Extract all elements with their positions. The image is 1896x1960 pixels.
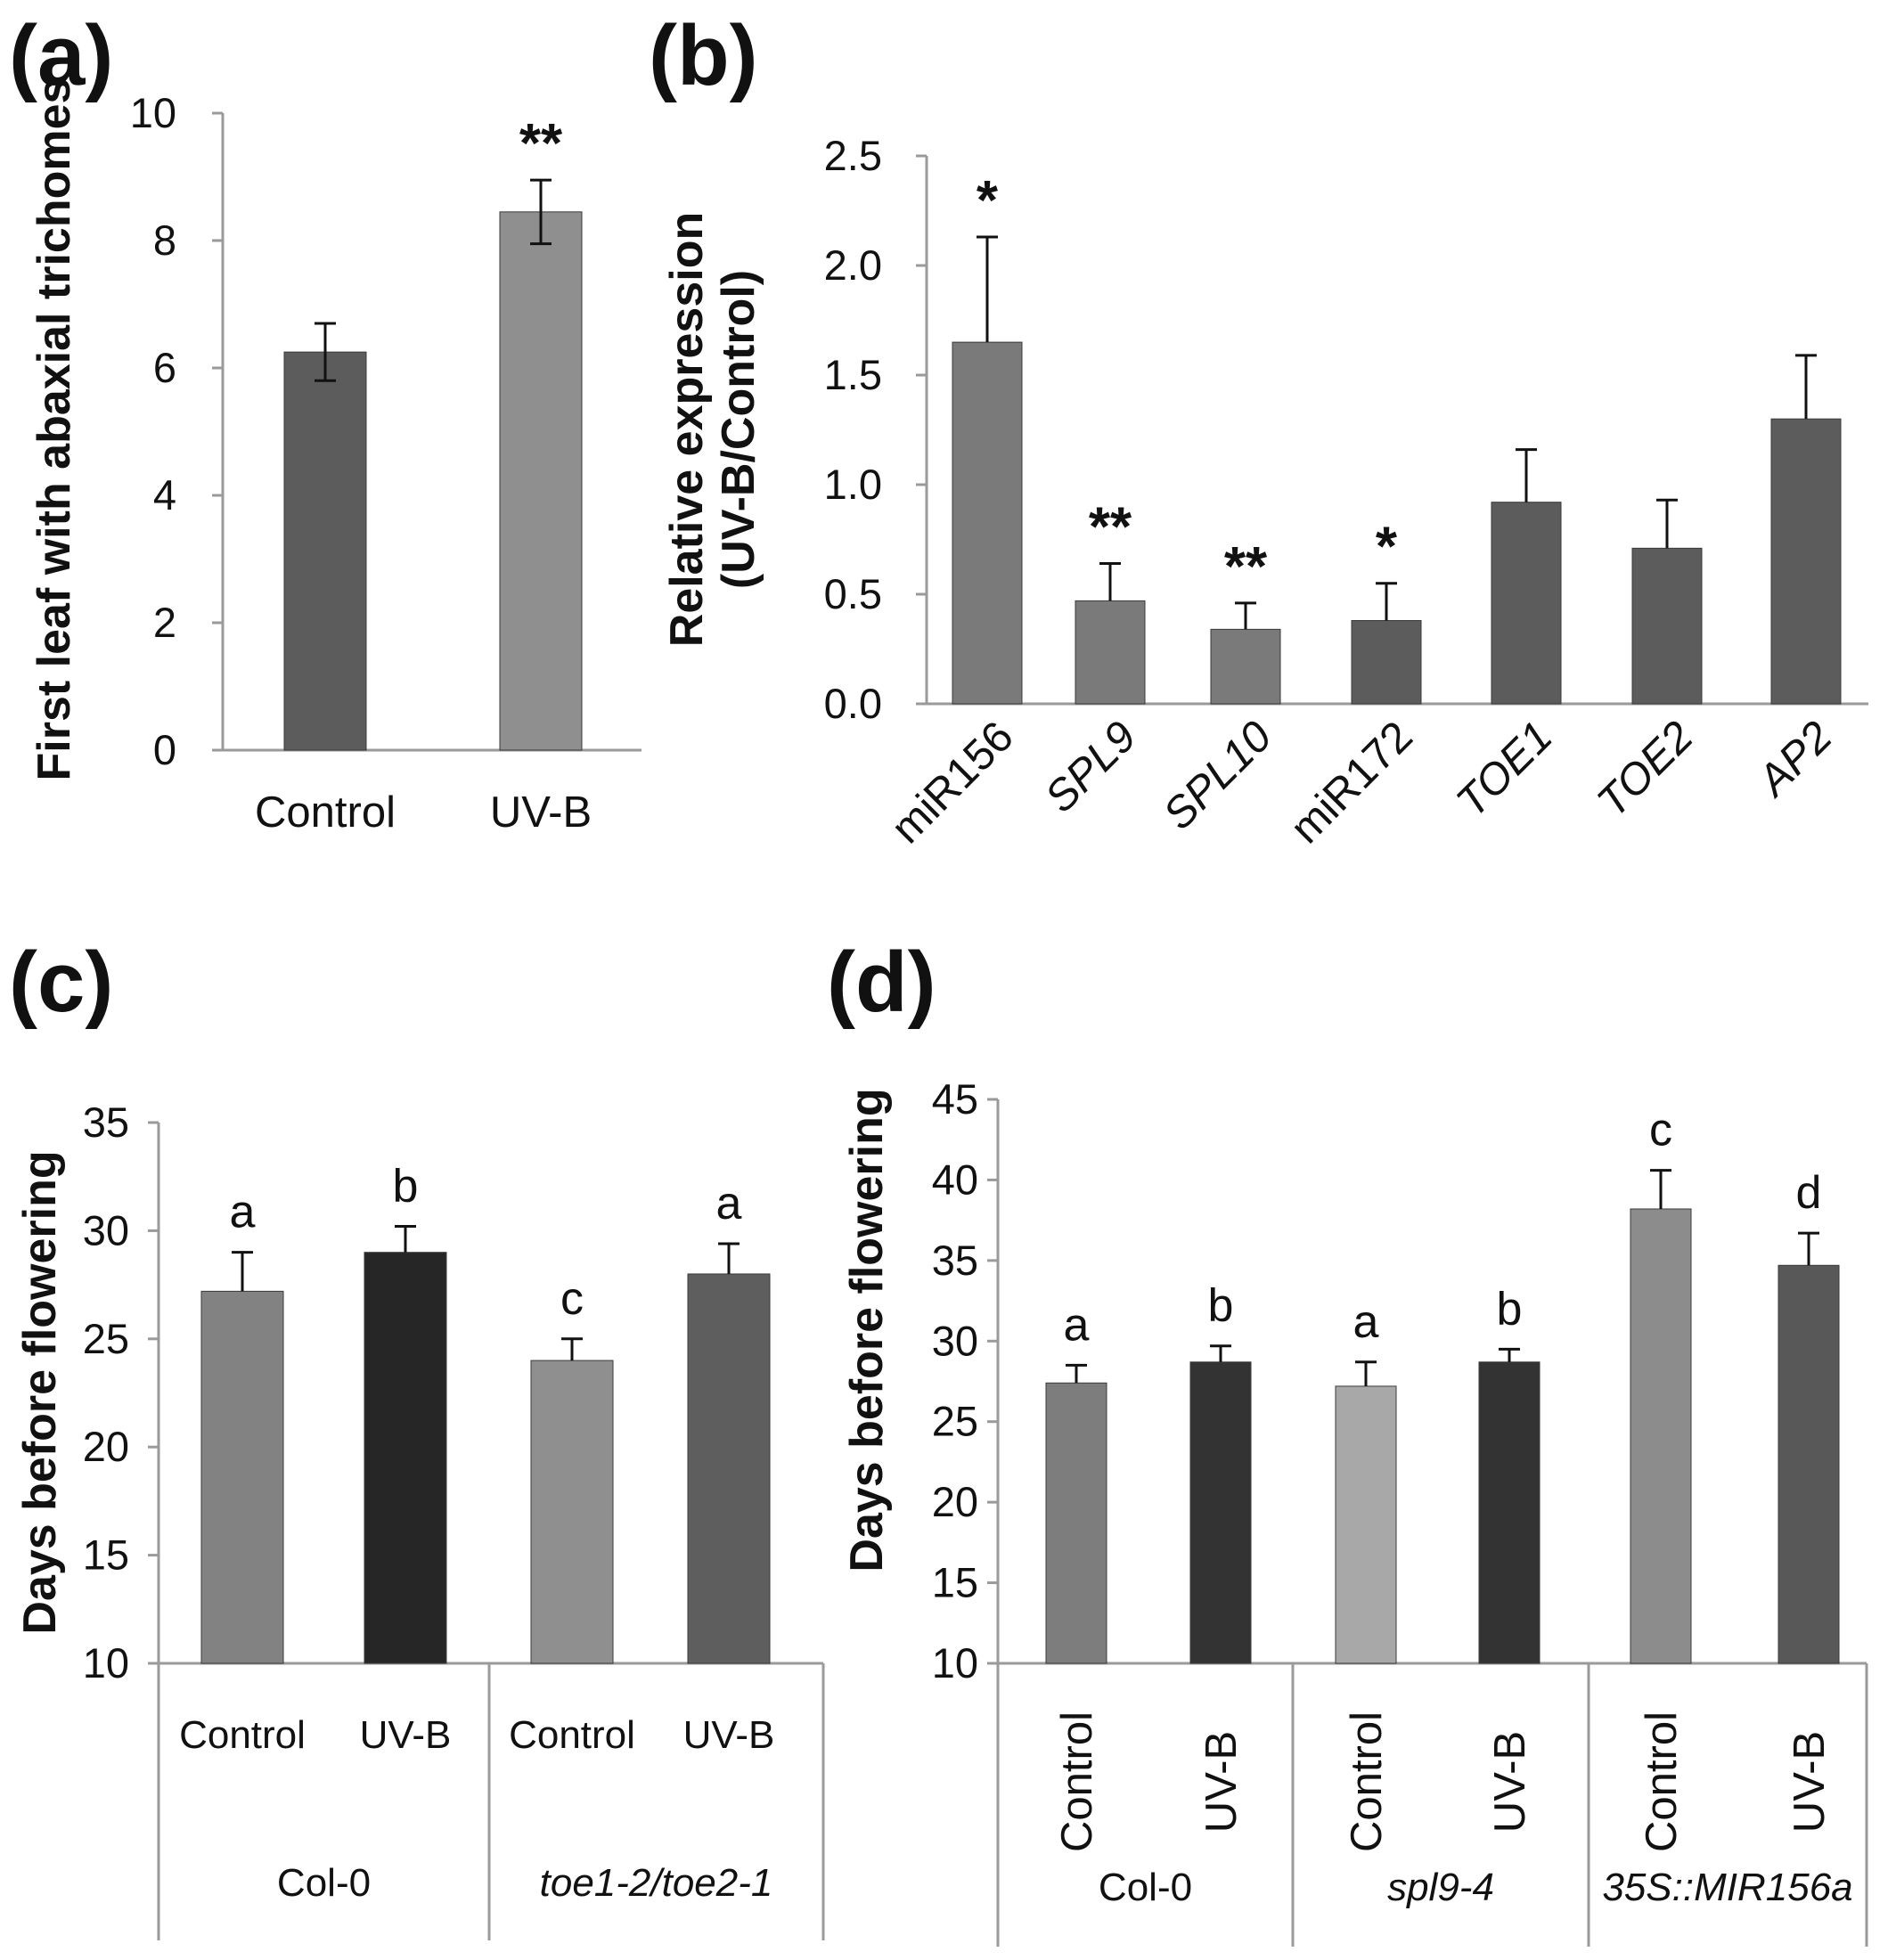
y-tick-label: 30 — [83, 1206, 129, 1254]
y-tick-label: 1.0 — [824, 461, 882, 508]
x-category-label: miR156 — [882, 713, 1023, 853]
group-label: Col-0 — [277, 1861, 371, 1905]
panel-d-label: (d) — [827, 935, 936, 1030]
y-tick-label: 15 — [83, 1531, 129, 1579]
x-category-label: Control — [509, 1713, 635, 1757]
y-tick-label: 40 — [932, 1156, 978, 1203]
x-category-label: Control — [179, 1713, 306, 1757]
x-category-label: UV-B — [1786, 1731, 1834, 1833]
significance-label: b — [1208, 1280, 1234, 1332]
bar — [1630, 1208, 1692, 1664]
x-category-label: UV-B — [683, 1713, 775, 1757]
x-category-label: Control — [1053, 1711, 1101, 1852]
y-tick-label: 35 — [83, 1098, 129, 1146]
y-tick-label: 2 — [153, 599, 176, 646]
y-tick-label: 10 — [130, 89, 176, 136]
significance-label: a — [1353, 1296, 1379, 1348]
panel-d: (d) 10 15 20 25 30 35 40 45 Days before flowerin… — [827, 935, 1868, 1947]
panel-c-label: (c) — [9, 935, 113, 1030]
y-tick-label: 0.0 — [824, 680, 882, 727]
significance-label: c — [560, 1273, 584, 1325]
y-tick-label: 6 — [153, 344, 176, 391]
y-tick-label: 15 — [932, 1559, 978, 1606]
significance-label: ** — [1224, 536, 1268, 598]
bar — [1778, 1264, 1840, 1664]
y-axis-title-line: (UV-B/Control) — [713, 270, 764, 589]
significance-label: c — [1649, 1105, 1672, 1156]
y-tick-label: 35 — [932, 1237, 978, 1284]
y-tick-label: 10 — [932, 1639, 978, 1686]
x-category-label: UV-B — [360, 1713, 452, 1757]
x-category-label: TOE2 — [1589, 713, 1703, 827]
x-category-label: Control — [1638, 1711, 1686, 1852]
significance-label: * — [1376, 517, 1398, 578]
bar — [283, 351, 367, 751]
significance-label: b — [1497, 1283, 1523, 1335]
bar — [1075, 600, 1146, 705]
panel-c: (c) 10 15 20 25 30 35 Days before flowering a Co… — [9, 935, 825, 1940]
x-category-label: UV-B — [490, 788, 592, 837]
y-tick-label: 30 — [932, 1317, 978, 1364]
x-category-label: Control — [255, 788, 396, 837]
y-tick-label: 20 — [83, 1423, 129, 1470]
group-label: spl9-4 — [1387, 1866, 1494, 1909]
x-category-label: TOE1 — [1448, 713, 1562, 827]
x-category-label: SPL9 — [1036, 713, 1146, 822]
x-category-label: AP2 — [1747, 713, 1842, 807]
group-label: 35S::MIR156a — [1602, 1866, 1852, 1909]
group-label: toe1-2/toe2-1 — [540, 1861, 773, 1905]
bar — [200, 1290, 284, 1664]
bar — [1335, 1385, 1397, 1664]
significance-label: ** — [519, 113, 563, 175]
y-tick-label: 0.5 — [824, 570, 882, 617]
group-label: Col-0 — [1099, 1866, 1192, 1909]
bar — [499, 211, 583, 751]
significance-label: b — [393, 1161, 419, 1213]
x-category-label: Control — [1343, 1711, 1391, 1852]
bar — [1189, 1361, 1252, 1664]
bar — [1491, 502, 1562, 705]
y-axis-title: Days before flowering — [841, 1088, 893, 1572]
y-tick-label: 20 — [932, 1478, 978, 1525]
y-tick-label: 25 — [83, 1315, 129, 1362]
panel-a-label: (a) — [9, 8, 113, 103]
significance-label: d — [1796, 1167, 1822, 1219]
bar — [687, 1273, 771, 1664]
y-tick-label: 4 — [153, 471, 176, 519]
bar — [1351, 620, 1422, 705]
x-category-label: SPL10 — [1155, 713, 1281, 839]
y-axis-title-line: Relative expression — [661, 212, 713, 647]
y-tick-label: 8 — [153, 216, 176, 264]
panel-b: (b) 0.0 0.5 1.0 1.5 2.0 2.5 Relative expressio… — [649, 8, 1868, 853]
x-category-label: UV-B — [1197, 1731, 1246, 1833]
significance-label: a — [230, 1187, 256, 1238]
y-tick-label: 10 — [83, 1639, 129, 1686]
y-axis-title: First leaf with abaxial trichomes — [29, 78, 80, 781]
bar — [952, 341, 1023, 705]
y-tick-label: 45 — [932, 1075, 978, 1123]
y-tick-label: 0 — [153, 726, 176, 773]
bar — [1770, 418, 1842, 705]
y-tick-label: 2.5 — [824, 132, 882, 179]
y-tick-label: 25 — [932, 1398, 978, 1445]
significance-label: a — [1064, 1299, 1090, 1351]
y-tick-label: 1.5 — [824, 351, 882, 398]
bar — [1045, 1382, 1107, 1664]
significance-label: a — [716, 1178, 742, 1229]
bar — [530, 1360, 614, 1664]
y-axis-title: Days before flowering — [14, 1150, 66, 1634]
panel-b-label: (b) — [649, 8, 758, 103]
significance-label: ** — [1089, 497, 1132, 559]
bar — [364, 1252, 447, 1664]
bar — [1478, 1361, 1540, 1664]
y-axis-title: Relative expression(UV-B/Control) — [661, 212, 764, 647]
bar — [1210, 628, 1281, 705]
bar — [1631, 547, 1703, 705]
x-category-label: UV-B — [1486, 1731, 1534, 1833]
y-tick-label: 2.0 — [824, 241, 882, 289]
significance-label: * — [977, 170, 999, 232]
panel-a: (a) 0 2 4 6 8 10 First leaf with abaxial trich… — [9, 8, 642, 837]
x-category-label: miR172 — [1281, 713, 1422, 853]
